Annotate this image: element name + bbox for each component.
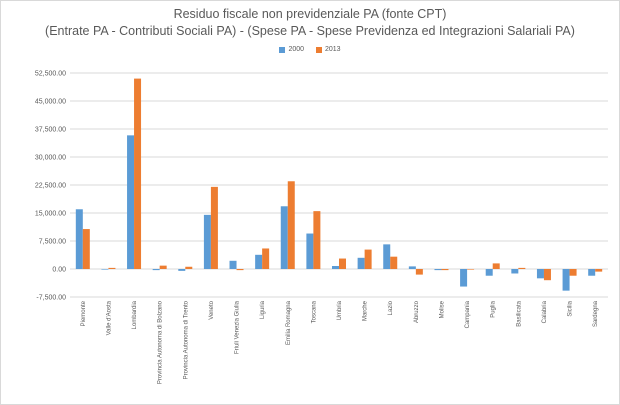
category-label-3: Provincia Autonoma di Bolzano [158, 300, 164, 384]
category-label-12: Lazio [388, 300, 394, 315]
category-label-16: Puglia [491, 300, 497, 317]
y-tick-label-7: 45,000.00 [35, 99, 66, 106]
category-label-13: Abruzzo [414, 300, 420, 323]
bar-2013-8 [287, 181, 295, 269]
y-tick-label-2: 7,500.00 [39, 239, 66, 246]
category-label-14: Molise [439, 300, 445, 318]
category-label-0: Piemonte [81, 300, 87, 326]
bar-2000-20 [588, 269, 596, 276]
bar-2000-7 [255, 254, 263, 269]
bar-2013-12 [390, 256, 398, 269]
bar-2013-16 [492, 263, 500, 269]
bar-2000-19 [562, 269, 570, 291]
bar-2000-16 [485, 269, 493, 276]
category-label-11: Marche [363, 300, 369, 321]
legend-label-2013: 2013 [324, 46, 341, 53]
legend-swatch-2013 [315, 46, 322, 53]
category-label-17: Basilicata [516, 300, 522, 326]
category-label-5: Veneto [209, 300, 215, 319]
bar-2013-18 [543, 269, 551, 281]
bar-2013-7 [262, 248, 270, 269]
bar-2013-4 [185, 266, 193, 269]
bar-2013-20 [595, 269, 603, 272]
bar-2013-3 [159, 265, 167, 269]
bar-2013-19 [569, 269, 577, 276]
bar-2013-14 [441, 269, 449, 271]
bar-2000-5 [203, 214, 211, 269]
bar-2013-15 [467, 269, 475, 270]
bar-2000-6 [229, 260, 237, 269]
bar-2013-17 [518, 267, 526, 269]
category-label-20: Sardegna [593, 300, 599, 327]
category-label-15: Campania [465, 300, 471, 328]
bar-2000-13 [408, 266, 416, 269]
category-label-19: Sicilia [568, 300, 574, 316]
bar-2000-0 [75, 209, 83, 269]
bar-2013-1 [108, 267, 116, 269]
category-label-6: Friuli Venezia Giulia [235, 300, 241, 354]
legend-item-2013: 2013 [315, 46, 341, 53]
y-tick-label-5: 30,000.00 [35, 155, 66, 162]
legend: 2000 2013 [0, 46, 620, 55]
y-tick-label-1: 0.00 [52, 267, 66, 274]
category-label-18: Calabria [542, 300, 548, 323]
bar-2013-2 [134, 78, 142, 269]
bar-2013-10 [339, 258, 346, 269]
category-label-8: Emilia Romagna [286, 300, 292, 345]
legend-swatch-2000 [279, 46, 286, 53]
legend-item-2000: 2000 [279, 46, 304, 53]
y-tick-label-6: 37,500.00 [35, 127, 66, 134]
bar-2000-10 [332, 266, 339, 269]
bar-2000-17 [511, 269, 519, 274]
bar-2000-1 [101, 269, 109, 270]
bar-2000-4 [178, 269, 186, 271]
bar-2013-13 [415, 269, 423, 275]
y-tick-label-8: 52,500.00 [35, 71, 66, 78]
category-label-7: Liguria [260, 300, 266, 319]
legend-label-2000: 2000 [288, 46, 305, 53]
category-label-4: Provincia Autonoma di Trento [183, 300, 189, 379]
bar-2000-9 [306, 233, 314, 269]
bar-2000-3 [152, 269, 160, 271]
bar-2013-9 [313, 211, 321, 269]
bar-2013-6 [236, 269, 244, 271]
bar-2013-5 [210, 186, 218, 269]
category-label-2: Lombardia [132, 300, 138, 329]
category-label-10: Umbria [337, 300, 343, 320]
bar-2000-18 [536, 269, 544, 279]
chart-subtitle: (Entrate PA - Contributi Sociali PA) - (… [45, 24, 575, 38]
bar-2013-11 [364, 249, 372, 269]
y-tick-label-4: 22,500.00 [35, 183, 66, 190]
category-label-1: Valle d'Aosta [106, 300, 112, 335]
y-tick-label-0: -7,500.00 [36, 295, 66, 302]
y-tick-label-3: 15,000.00 [35, 211, 66, 218]
bar-2000-11 [357, 257, 365, 269]
chart-title: Residuo fiscale non previdenziale PA (fo… [173, 7, 447, 21]
bar-2000-12 [383, 244, 391, 269]
bar-2000-14 [434, 269, 442, 271]
bar-2000-2 [127, 135, 135, 269]
bar-2013-0 [82, 229, 90, 269]
bar-2000-15 [460, 269, 468, 287]
bar-2000-8 [280, 206, 288, 269]
category-label-9: Toscana [311, 300, 317, 323]
